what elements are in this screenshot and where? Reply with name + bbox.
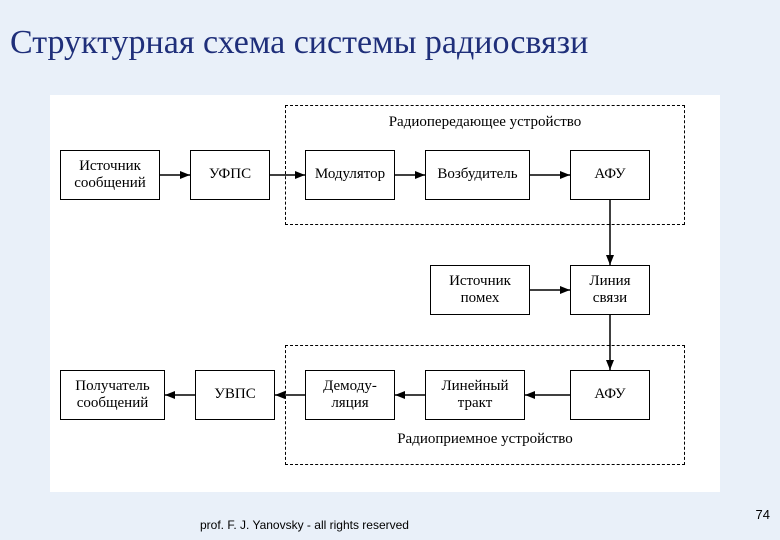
node-ufps: УФПС bbox=[190, 150, 270, 200]
node-afu2: АФУ bbox=[570, 370, 650, 420]
node-link: Линиясвязи bbox=[570, 265, 650, 315]
node-mod: Модулятор bbox=[305, 150, 395, 200]
page-number: 74 bbox=[756, 507, 770, 522]
page-title: Структурная схема системы радиосвязи bbox=[10, 24, 588, 62]
node-noise: Источникпомех bbox=[430, 265, 530, 315]
node-exc: Возбудитель bbox=[425, 150, 530, 200]
node-src: Источниксообщений bbox=[60, 150, 160, 200]
slide-background: Структурная схема системы радиосвязи Рад… bbox=[0, 0, 780, 540]
group-label-rx: Радиоприемное устройство bbox=[286, 431, 684, 448]
node-demod: Демоду-ляция bbox=[305, 370, 395, 420]
diagram-area: Радиопередающее устройство Радиоприемное … bbox=[50, 95, 720, 492]
node-lin: Линейныйтракт bbox=[425, 370, 525, 420]
node-recv: Получательсообщений bbox=[60, 370, 165, 420]
footer-text: prof. F. J. Yanovsky - all rights reserv… bbox=[200, 518, 409, 532]
node-uvps: УВПС bbox=[195, 370, 275, 420]
group-label-tx: Радиопередающее устройство bbox=[286, 114, 684, 131]
node-afu1: АФУ bbox=[570, 150, 650, 200]
